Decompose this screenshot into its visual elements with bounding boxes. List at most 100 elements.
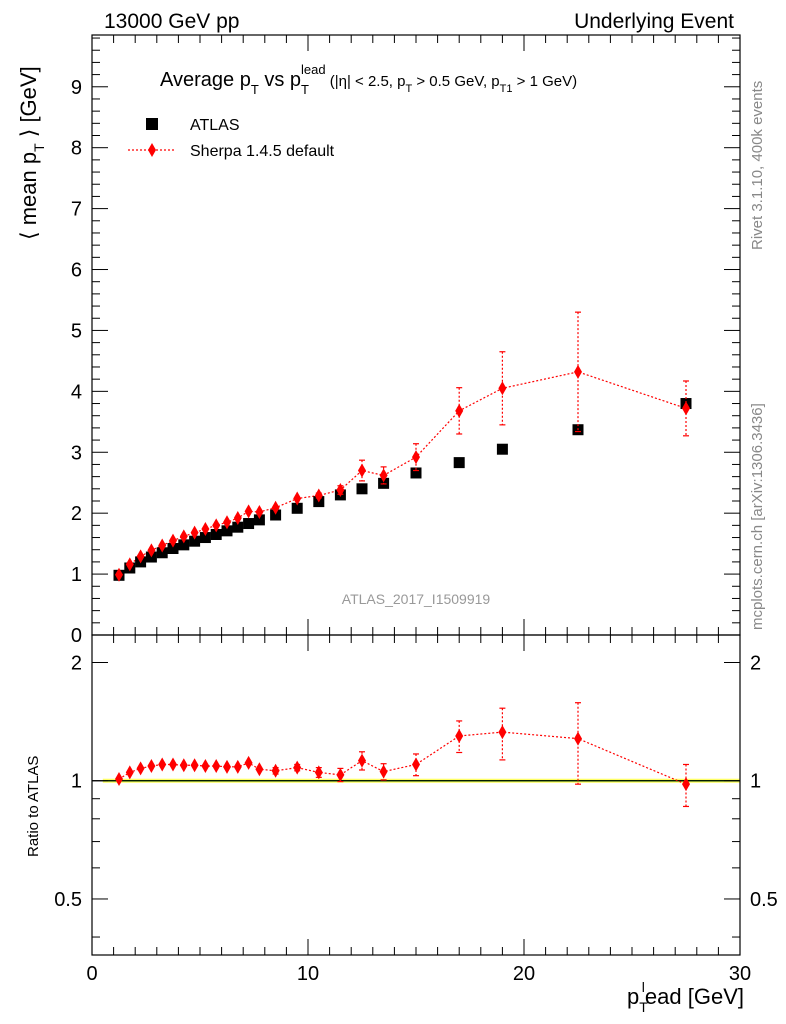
legend-sherpa-label: Sherpa 1.4.5 default	[190, 143, 335, 160]
ratio-tick-label-right: 2	[750, 653, 761, 675]
sherpa-point	[158, 538, 167, 553]
y-axis-label-main: ⟨ mean pT ⟩ [GeV]	[16, 66, 47, 240]
x-tick-label: 10	[297, 963, 319, 985]
sherpa-point	[271, 500, 280, 515]
atlas-point	[410, 467, 422, 479]
sherpa-ratio-point	[271, 763, 280, 778]
atlas-point	[221, 525, 233, 537]
sherpa-point	[212, 518, 221, 533]
sherpa-ratio-point	[158, 757, 167, 772]
sherpa-point	[682, 401, 690, 416]
y-tick-label: 3	[71, 442, 82, 464]
x-axis-label: pTlead [GeV]	[627, 979, 744, 1015]
legend-sherpa-marker	[148, 143, 156, 157]
legend-atlas-marker	[146, 118, 158, 130]
plot-title: Average pT vs pTlead (|η| < 2.5, pT > 0.…	[160, 62, 577, 97]
sherpa-point	[498, 381, 507, 396]
sherpa-point	[336, 483, 345, 498]
sherpa-point	[233, 511, 242, 526]
sherpa-ratio-point	[169, 757, 177, 772]
x-tick-label: 20	[513, 963, 535, 985]
sherpa-point	[455, 403, 464, 418]
sherpa-point	[201, 522, 210, 537]
sherpa-ratio-point	[379, 764, 388, 779]
atlas-point	[356, 483, 368, 495]
sherpa-ratio-point	[455, 728, 464, 743]
sherpa-ratio-point	[358, 753, 366, 768]
ratio-tick-label: 2	[71, 653, 82, 675]
sherpa-ratio-point	[147, 759, 156, 774]
atlas-point	[453, 457, 465, 469]
atlas-point	[232, 521, 244, 533]
sherpa-ratio-point	[412, 757, 420, 772]
header-left: 13000 GeV pp	[104, 10, 239, 33]
sherpa-point	[115, 567, 123, 582]
y-tick-label: 2	[71, 503, 82, 525]
ratio-data	[115, 702, 690, 808]
atlas-point	[199, 532, 211, 544]
y-tick-label: 0	[71, 625, 82, 647]
ratio-tick-label: 1	[71, 771, 82, 793]
sherpa-ratio-point	[244, 755, 253, 770]
main-data	[113, 311, 692, 582]
sherpa-point	[379, 468, 388, 483]
ratio-panel: 0.5 0.5 1 1 2 2 Ratio to ATLAS	[25, 634, 778, 956]
sherpa-line	[118, 371, 687, 576]
sherpa-point	[293, 491, 302, 506]
sherpa-ratio-point	[682, 777, 690, 792]
sherpa-point	[136, 549, 145, 564]
sherpa-point	[169, 533, 177, 548]
ratio-tick-label-right: 1	[750, 771, 761, 793]
atlas-point	[253, 514, 265, 526]
y-tick-label: 8	[71, 138, 82, 160]
main-panel: 0 1 2 3 4 5 6 7 8 9 Average pT vs pTlead (|η| < 2…	[16, 34, 741, 647]
sherpa-point	[223, 515, 231, 530]
legend-atlas-label: ATLAS	[190, 117, 240, 134]
sherpa-ratio-point	[115, 772, 123, 787]
sherpa-ratio-point	[255, 762, 264, 777]
legend: ATLAS Sherpa 1.4.5 default	[128, 117, 335, 160]
rivet-label: Rivet 3.1.10, 400k events	[749, 81, 766, 250]
sherpa-ratio-point	[179, 758, 188, 773]
sherpa-point	[244, 504, 253, 519]
sherpa-ratio-point	[212, 759, 221, 774]
y-tick-label: 7	[71, 199, 82, 221]
atlas-point	[156, 547, 168, 559]
ratio-y-ticks: 0.5 0.5 1 1 2 2	[54, 653, 778, 938]
atlas-point	[270, 509, 282, 521]
y-tick-label: 4	[71, 381, 82, 403]
y-axis-label-ratio: Ratio to ATLAS	[25, 756, 42, 857]
ratio-tick-label: 0.5	[54, 889, 82, 911]
sherpa-point	[255, 504, 264, 519]
sherpa-ratio-point	[201, 759, 210, 774]
y-tick-label: 6	[71, 260, 82, 282]
atlas-point	[167, 543, 179, 555]
x-tick-label: 0	[86, 963, 97, 985]
sherpa-ratio-point	[336, 767, 345, 782]
sherpa-ratio-point	[293, 760, 302, 775]
header-right: Underlying Event	[574, 10, 734, 33]
sherpa-point	[190, 525, 199, 540]
sherpa-point	[412, 450, 420, 465]
atlas-point	[243, 518, 255, 530]
sherpa-ratio-point	[498, 725, 507, 740]
sherpa-ratio-point	[136, 761, 145, 776]
atlas-point	[189, 535, 201, 547]
y-tick-label: 5	[71, 320, 82, 342]
sherpa-ratio-point	[574, 731, 582, 746]
sherpa-ratio-point	[223, 759, 231, 774]
sherpa-ratio-point	[125, 765, 134, 780]
y-tick-label: 1	[71, 564, 82, 586]
sherpa-ratio-line	[118, 731, 687, 785]
mcplots-label: mcplots.cern.ch [arXiv:1306.3436]	[749, 403, 766, 630]
sherpa-point	[314, 488, 323, 503]
sherpa-point	[358, 463, 366, 478]
sherpa-ratio-point	[233, 759, 242, 774]
main-x-ticks	[91, 35, 741, 635]
sherpa-point	[179, 529, 188, 544]
x-tick-labels: 0 10 20 30	[86, 963, 751, 985]
ratio-frame	[91, 634, 741, 956]
sherpa-ratio-point	[190, 758, 199, 773]
atlas-point	[291, 502, 303, 514]
